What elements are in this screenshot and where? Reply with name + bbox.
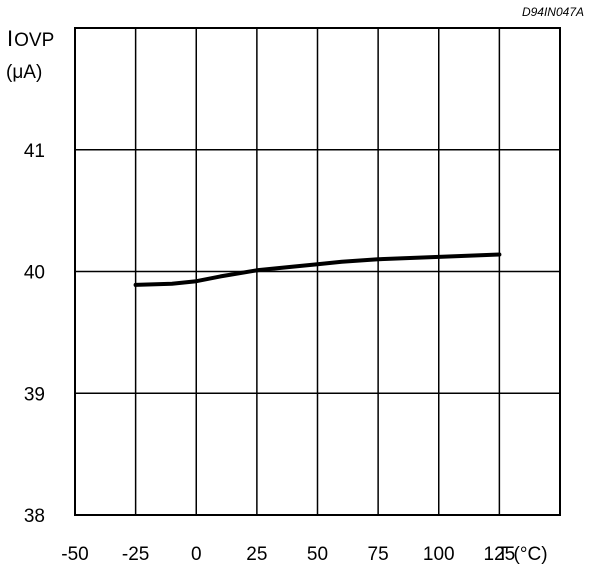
y-axis-label-symbol: I	[7, 26, 13, 51]
reference-code: D94IN047A	[522, 5, 584, 19]
grid	[75, 28, 560, 515]
plot-frame	[74, 27, 561, 516]
y-tick-label: 41	[24, 141, 45, 162]
y-tick-labels: 38 39 40 41	[24, 141, 45, 527]
x-tick-label: 0	[191, 544, 202, 565]
x-tick-label: -50	[61, 544, 88, 565]
x-axis-label: T (°C)	[497, 544, 548, 565]
x-tick-label: 75	[368, 544, 389, 565]
x-tick-label: 125	[484, 544, 516, 565]
x-tick-label: 50	[307, 544, 328, 565]
y-tick-label: 38	[24, 506, 45, 527]
x-tick-label: 25	[246, 544, 267, 565]
x-tick-label: 100	[423, 544, 455, 565]
y-axis-label-subscript: OVP	[14, 30, 54, 51]
x-tick-label: -25	[122, 544, 149, 565]
y-tick-label: 40	[24, 263, 45, 284]
y-tick-label: 39	[24, 384, 45, 405]
y-axis-label: IOVP	[7, 26, 54, 51]
y-axis-unit: (μA)	[6, 62, 42, 83]
series-line	[133, 252, 502, 287]
x-tick-labels: -50 -25 0 25 50 75 100 125	[61, 544, 515, 565]
